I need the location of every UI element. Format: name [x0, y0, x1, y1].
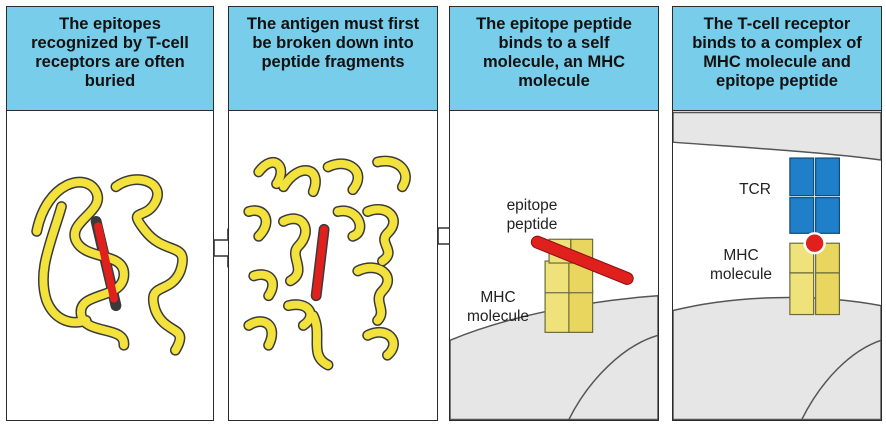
mhc-molecule-label: MHC molecule [466, 289, 530, 325]
panel-1-header: The epitopes recognized by T-cell recept… [7, 7, 213, 111]
tcr-molecule [789, 157, 840, 234]
panel-3-title: The epitope peptide binds to a self mole… [476, 15, 632, 90]
panel-1-title: The epitopes recognized by T-cell recept… [31, 15, 189, 90]
panel-tcr-binding: The T-cell receptor binds to a complex o… [672, 6, 882, 421]
folded-protein-illustration [31, 174, 188, 356]
tcr-mhc-complex-illustration [673, 111, 881, 420]
mhc-molecule-label-4: MHC molecule [709, 247, 773, 283]
buried-epitope [94, 222, 118, 303]
panel-mhc-binding: The epitope peptide binds to a self mole… [449, 6, 659, 421]
t-cell-surface [673, 111, 881, 161]
epitope-peptide-bound [803, 232, 826, 255]
panel-4-title: The T-cell receptor binds to a complex o… [692, 15, 862, 90]
epitope-peptide-rod [530, 235, 634, 285]
panel-peptide-fragments: The antigen must first be broken down in… [228, 6, 438, 421]
epitope-peptide-label: epitope peptide [506, 197, 558, 233]
panel-2-title: The antigen must first be broken down in… [246, 15, 420, 71]
mhc-peptide-illustration [450, 235, 658, 420]
panel-2-header: The antigen must first be broken down in… [229, 7, 437, 111]
fragmented-peptides-illustration [243, 155, 411, 371]
tcr-label: TCR [739, 181, 771, 198]
panel-4-header: The T-cell receptor binds to a complex o… [673, 7, 881, 111]
panel-buried-epitopes: The epitopes recognized by T-cell recept… [6, 6, 214, 421]
panel-3-header: The epitope peptide binds to a self mole… [450, 7, 658, 111]
